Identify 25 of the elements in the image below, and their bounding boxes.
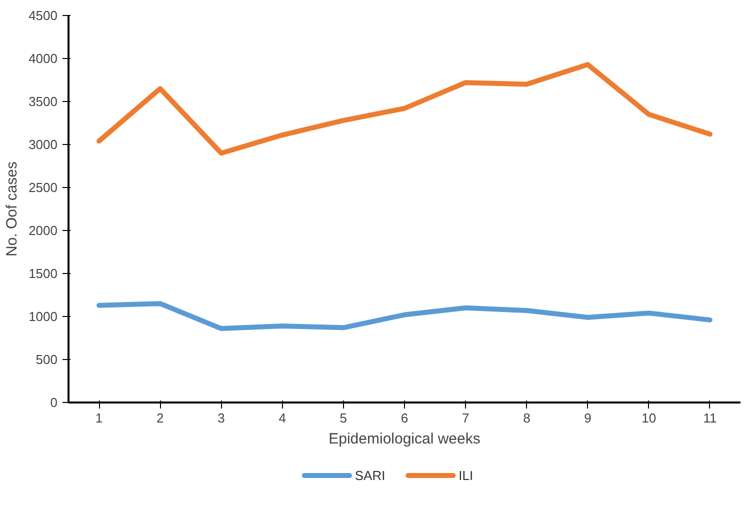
y-tick-label: 4000 [28, 51, 58, 66]
y-tick-label: 1000 [28, 309, 58, 324]
y-tick-label: 3000 [28, 137, 58, 152]
y-tick-label: 2000 [28, 223, 58, 238]
y-tick-label: 3500 [28, 94, 58, 109]
x-axis-title: Epidemiological weeks [328, 430, 480, 448]
legend-label: SARI [354, 468, 386, 483]
x-tick-label: 2 [156, 410, 164, 426]
x-tick-label: 9 [584, 410, 592, 426]
x-tick-label: 5 [340, 410, 348, 426]
y-tick-label: 1500 [28, 266, 58, 281]
x-tick-label: 4 [278, 410, 286, 426]
legend-label: ILI [458, 468, 474, 483]
y-tick-label: 2500 [28, 180, 58, 195]
x-tick-label: 3 [218, 410, 225, 426]
y-tick-label: 4500 [28, 8, 58, 23]
x-tick-label: 1 [95, 410, 103, 426]
y-tick-label: 500 [36, 352, 58, 367]
x-tick-label: 7 [462, 410, 470, 426]
x-tick-label: 6 [400, 410, 408, 426]
x-tick-label: 10 [642, 410, 656, 426]
x-tick-label: 8 [523, 410, 530, 426]
y-axis-title: No. Oof cases [4, 161, 21, 257]
x-tick-label: 11 [703, 410, 717, 426]
y-tick-label: 0 [50, 395, 58, 410]
